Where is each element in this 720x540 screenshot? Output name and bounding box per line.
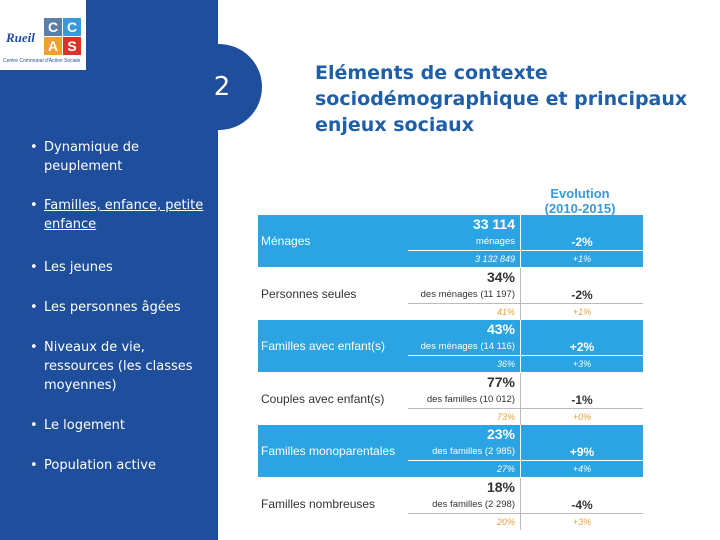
row-label: Familles monoparentales — [261, 444, 396, 458]
reference-value: 3 132 849 — [474, 254, 515, 264]
separator — [408, 355, 643, 356]
header-line: Evolution — [550, 186, 610, 201]
row-label: Familles avec enfant(s) — [261, 339, 386, 353]
sub-text: des ménages (14 116) — [420, 341, 515, 352]
row-label: Couples avec enfant(s) — [261, 391, 385, 406]
separator — [408, 250, 643, 251]
table-row: Ménages 33 114 ménages 3 132 849 -2% +1% — [258, 215, 643, 267]
separator — [408, 302, 643, 304]
table-row: Familles monoparentales 23% des familles (… — [258, 425, 643, 477]
evolution: -4% — [571, 497, 593, 512]
separator — [408, 407, 643, 409]
sub-text: des ménages (11 197) — [420, 288, 515, 300]
row-label: Personnes seules — [261, 286, 357, 301]
separator — [520, 477, 521, 530]
reference-evolution: +1% — [572, 254, 592, 264]
logo-letter: S — [63, 37, 81, 55]
sub-text: des familles (2 985) — [432, 446, 515, 457]
main-value: 23% — [486, 426, 515, 442]
separator — [408, 512, 643, 514]
logo-letter: C — [44, 18, 62, 36]
section-tab: 2 — [176, 44, 262, 130]
reference-value: 27% — [496, 464, 515, 474]
row-label: Ménages — [261, 234, 311, 248]
menu-item: Le logement — [30, 416, 210, 435]
table-row: Familles avec enfant(s) 43% des ménages (1… — [258, 320, 643, 372]
main-value: 34% — [486, 268, 515, 285]
evolution: -1% — [571, 392, 593, 407]
evolution: -2% — [571, 287, 593, 302]
table-row: Familles nombreuses 18% des familles (2 29… — [258, 477, 643, 530]
menu-item: Les jeunes — [30, 258, 210, 277]
menu-item: Les personnes âgées — [30, 298, 210, 317]
sub-text: des familles (2 298) — [432, 498, 515, 510]
main-value: 43% — [486, 321, 515, 337]
reference-evolution: +4% — [572, 464, 592, 474]
reference-evolution: +3% — [572, 359, 592, 369]
menu-item: Population active — [30, 456, 210, 475]
separator — [520, 267, 521, 320]
separator — [520, 372, 521, 425]
menu-item: Dynamique de peuplement — [30, 138, 210, 176]
evolution: +9% — [569, 445, 595, 459]
logo-letter: A — [44, 37, 62, 55]
header-line: (2010-2015) — [544, 201, 616, 216]
table-row: Personnes seules 34% des ménages (11 197) 4… — [258, 267, 643, 320]
reference-evolution: +3% — [572, 516, 592, 527]
reference-value: 36% — [496, 359, 515, 369]
main-value: 77% — [486, 373, 515, 390]
section-number: 2 — [213, 72, 231, 102]
reference-value: 73% — [496, 411, 515, 422]
logo-letter: C — [63, 18, 81, 36]
evolution: -2% — [571, 235, 593, 249]
table-header: Evolution (2010-2015) — [535, 186, 625, 216]
evolution: +2% — [569, 340, 595, 354]
reference-evolution: +0% — [572, 411, 592, 422]
sub-text: des familles (10 012) — [426, 393, 515, 405]
row-label: Familles nombreuses — [261, 496, 376, 511]
separator — [520, 215, 521, 267]
slide-title: Eléments de contexte sociodémographique … — [315, 62, 688, 136]
logo-town: Rueil — [6, 30, 35, 45]
reference-value: 20% — [496, 516, 515, 527]
separator — [408, 460, 643, 461]
table-row: Couples avec enfant(s) 77% des familles (1… — [258, 372, 643, 425]
separator — [520, 320, 521, 372]
menu-item: Familles, enfance, petite enfance — [30, 196, 210, 234]
logo-caption: Centre Communal d'Action Sociale — [3, 58, 81, 64]
sub-text: ménages — [475, 236, 515, 247]
reference-value: 41% — [496, 306, 515, 317]
main-value: 33 114 — [472, 216, 515, 232]
separator — [520, 425, 521, 477]
reference-evolution: +1% — [572, 306, 592, 317]
main-value: 18% — [486, 478, 515, 495]
menu-item: Niveaux de vie, ressources (les classes … — [30, 338, 210, 395]
